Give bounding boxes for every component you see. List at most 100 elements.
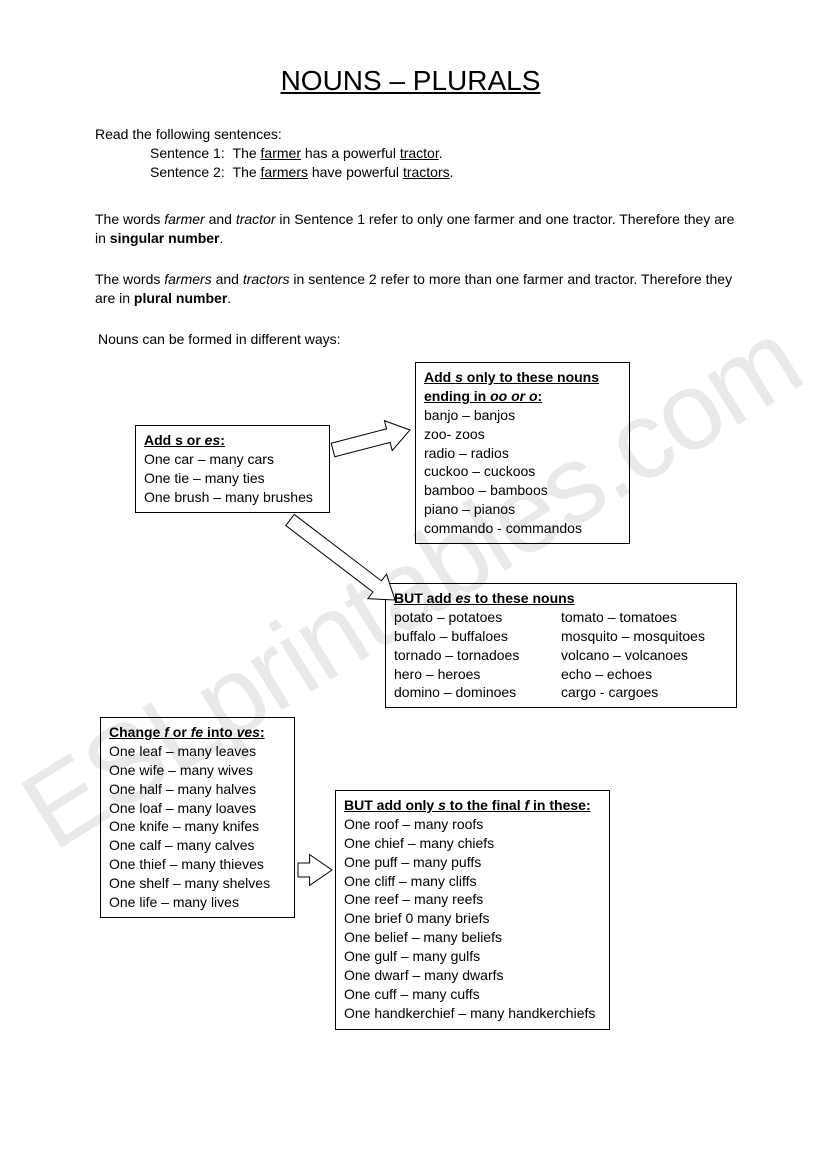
box5-line: One cliff – many cliffs <box>344 872 601 891</box>
box-add-es: BUT add es to these nouns potato – potat… <box>385 583 737 708</box>
t: has a powerful <box>301 145 400 161</box>
box5-line: One chief – many chiefs <box>344 834 601 853</box>
t: : <box>538 388 543 404</box>
box5-line: One belief – many beliefs <box>344 928 601 947</box>
t: and <box>212 271 243 287</box>
t: have powerful <box>308 164 403 180</box>
box-change-f-fe: Change f or fe into ves: One leaf – many… <box>100 717 295 918</box>
t: es <box>455 590 471 606</box>
box4-line: One knife – many knifes <box>109 817 286 836</box>
sentence-1-label: Sentence 1: <box>150 145 225 161</box>
t: ves <box>237 724 260 740</box>
t: es <box>205 432 221 448</box>
box2-line: piano – pianos <box>424 500 621 519</box>
t: Change <box>109 724 164 740</box>
word-farmers: farmers <box>261 164 308 180</box>
arrow-icon <box>268 840 362 900</box>
box4-line: One half – many halves <box>109 780 286 799</box>
t: to the final <box>446 797 525 813</box>
sentence-2: Sentence 2: The farmers have powerful tr… <box>150 163 454 182</box>
sentence-2-label: Sentence 2: <box>150 164 225 180</box>
t: BUT add only <box>344 797 438 813</box>
t: . <box>450 164 454 180</box>
t: Add <box>424 369 455 385</box>
box5-line: One roof – many roofs <box>344 815 601 834</box>
word-farmer: farmer <box>261 145 301 161</box>
intro-block: Read the following sentences: Sentence 1… <box>95 125 454 182</box>
t: : <box>260 724 265 740</box>
t: . <box>219 230 223 246</box>
box5-line: One handkerchief – many handkerchiefs <box>344 1004 601 1023</box>
box5-line: One cuff – many cuffs <box>344 985 601 1004</box>
box1-line: One tie – many ties <box>144 469 321 488</box>
t: . <box>439 145 443 161</box>
t: farmers <box>164 271 211 287</box>
box5-line: One dwarf – many dwarfs <box>344 966 601 985</box>
t: or <box>169 724 191 740</box>
box2-line: radio – radios <box>424 444 621 463</box>
t: : <box>220 432 225 448</box>
box-add-s-final-f: BUT add only s to the final f in these: … <box>335 790 610 1030</box>
t: . <box>227 290 231 306</box>
box2-line: cuckoo – cuckoos <box>424 462 621 481</box>
t: The words <box>95 271 164 287</box>
box4-line: One shelf – many shelves <box>109 874 286 893</box>
t: and <box>205 211 236 227</box>
box-add-s-oo-o: Add s only to these nouns ending in oo o… <box>415 362 630 544</box>
t: s <box>438 797 446 813</box>
box3-line: domino – dominoes <box>394 683 561 702</box>
t: s <box>455 369 463 385</box>
box2-line: commando - commandos <box>424 519 621 538</box>
t: Add s or <box>144 432 205 448</box>
t: in these: <box>529 797 590 813</box>
box3-title: BUT add es to these nouns <box>394 589 728 608</box>
box4-title: Change f or fe into ves: <box>109 723 286 742</box>
box3-line: echo – echoes <box>561 665 728 684</box>
box5-line: One gulf – many gulfs <box>344 947 601 966</box>
box4-line: One leaf – many leaves <box>109 742 286 761</box>
t: plural number <box>134 290 227 306</box>
t: oo or o <box>490 388 537 404</box>
box1-line: One car – many cars <box>144 450 321 469</box>
box1-title: Add s or es: <box>144 431 321 450</box>
arrow-icon <box>303 400 440 480</box>
page-title: NOUNS – PLURALS <box>0 65 821 97</box>
arrow-icon <box>260 490 425 630</box>
t: tractor <box>236 211 276 227</box>
word-tractors: tractors <box>403 164 450 180</box>
t: into <box>203 724 236 740</box>
box2-title: Add s only to these nouns ending in oo o… <box>424 368 621 406</box>
paragraph-plural: The words farmers and tractors in senten… <box>95 270 735 308</box>
box5-line: One reef – many reefs <box>344 890 601 909</box>
intro-lead: Read the following sentences: <box>95 125 454 144</box>
t: The <box>233 145 261 161</box>
box3-line: volcano – volcanoes <box>561 646 728 665</box>
t: to these nouns <box>471 590 574 606</box>
paragraph-ways: Nouns can be formed in different ways: <box>98 330 738 349</box>
box4-line: One thief – many thieves <box>109 855 286 874</box>
box2-line: banjo – banjos <box>424 406 621 425</box>
box3-line: mosquito – mosquitoes <box>561 627 728 646</box>
box3-line: tornado – tornadoes <box>394 646 561 665</box>
box2-line: bamboo – bamboos <box>424 481 621 500</box>
t: tractors <box>243 271 290 287</box>
t: farmer <box>164 211 204 227</box>
word-tractor: tractor <box>400 145 439 161</box>
box3-line: hero – heroes <box>394 665 561 684</box>
box5-line: One puff – many puffs <box>344 853 601 872</box>
t: The <box>233 164 261 180</box>
box3-line: tomato – tomatoes <box>561 608 728 627</box>
t: singular number <box>110 230 220 246</box>
box4-line: One calf – many calves <box>109 836 286 855</box>
box4-line: One loaf – many loaves <box>109 799 286 818</box>
box5-line: One brief 0 many briefs <box>344 909 601 928</box>
box4-line: One wife – many wives <box>109 761 286 780</box>
box5-title: BUT add only s to the final f in these: <box>344 796 601 815</box>
box2-line: zoo- zoos <box>424 425 621 444</box>
t: The words <box>95 211 164 227</box>
box4-line: One life – many lives <box>109 893 286 912</box>
t: fe <box>191 724 203 740</box>
sentence-1: Sentence 1: The farmer has a powerful tr… <box>150 144 454 163</box>
paragraph-singular: The words farmer and tractor in Sentence… <box>95 210 735 248</box>
box3-line: cargo - cargoes <box>561 683 728 702</box>
